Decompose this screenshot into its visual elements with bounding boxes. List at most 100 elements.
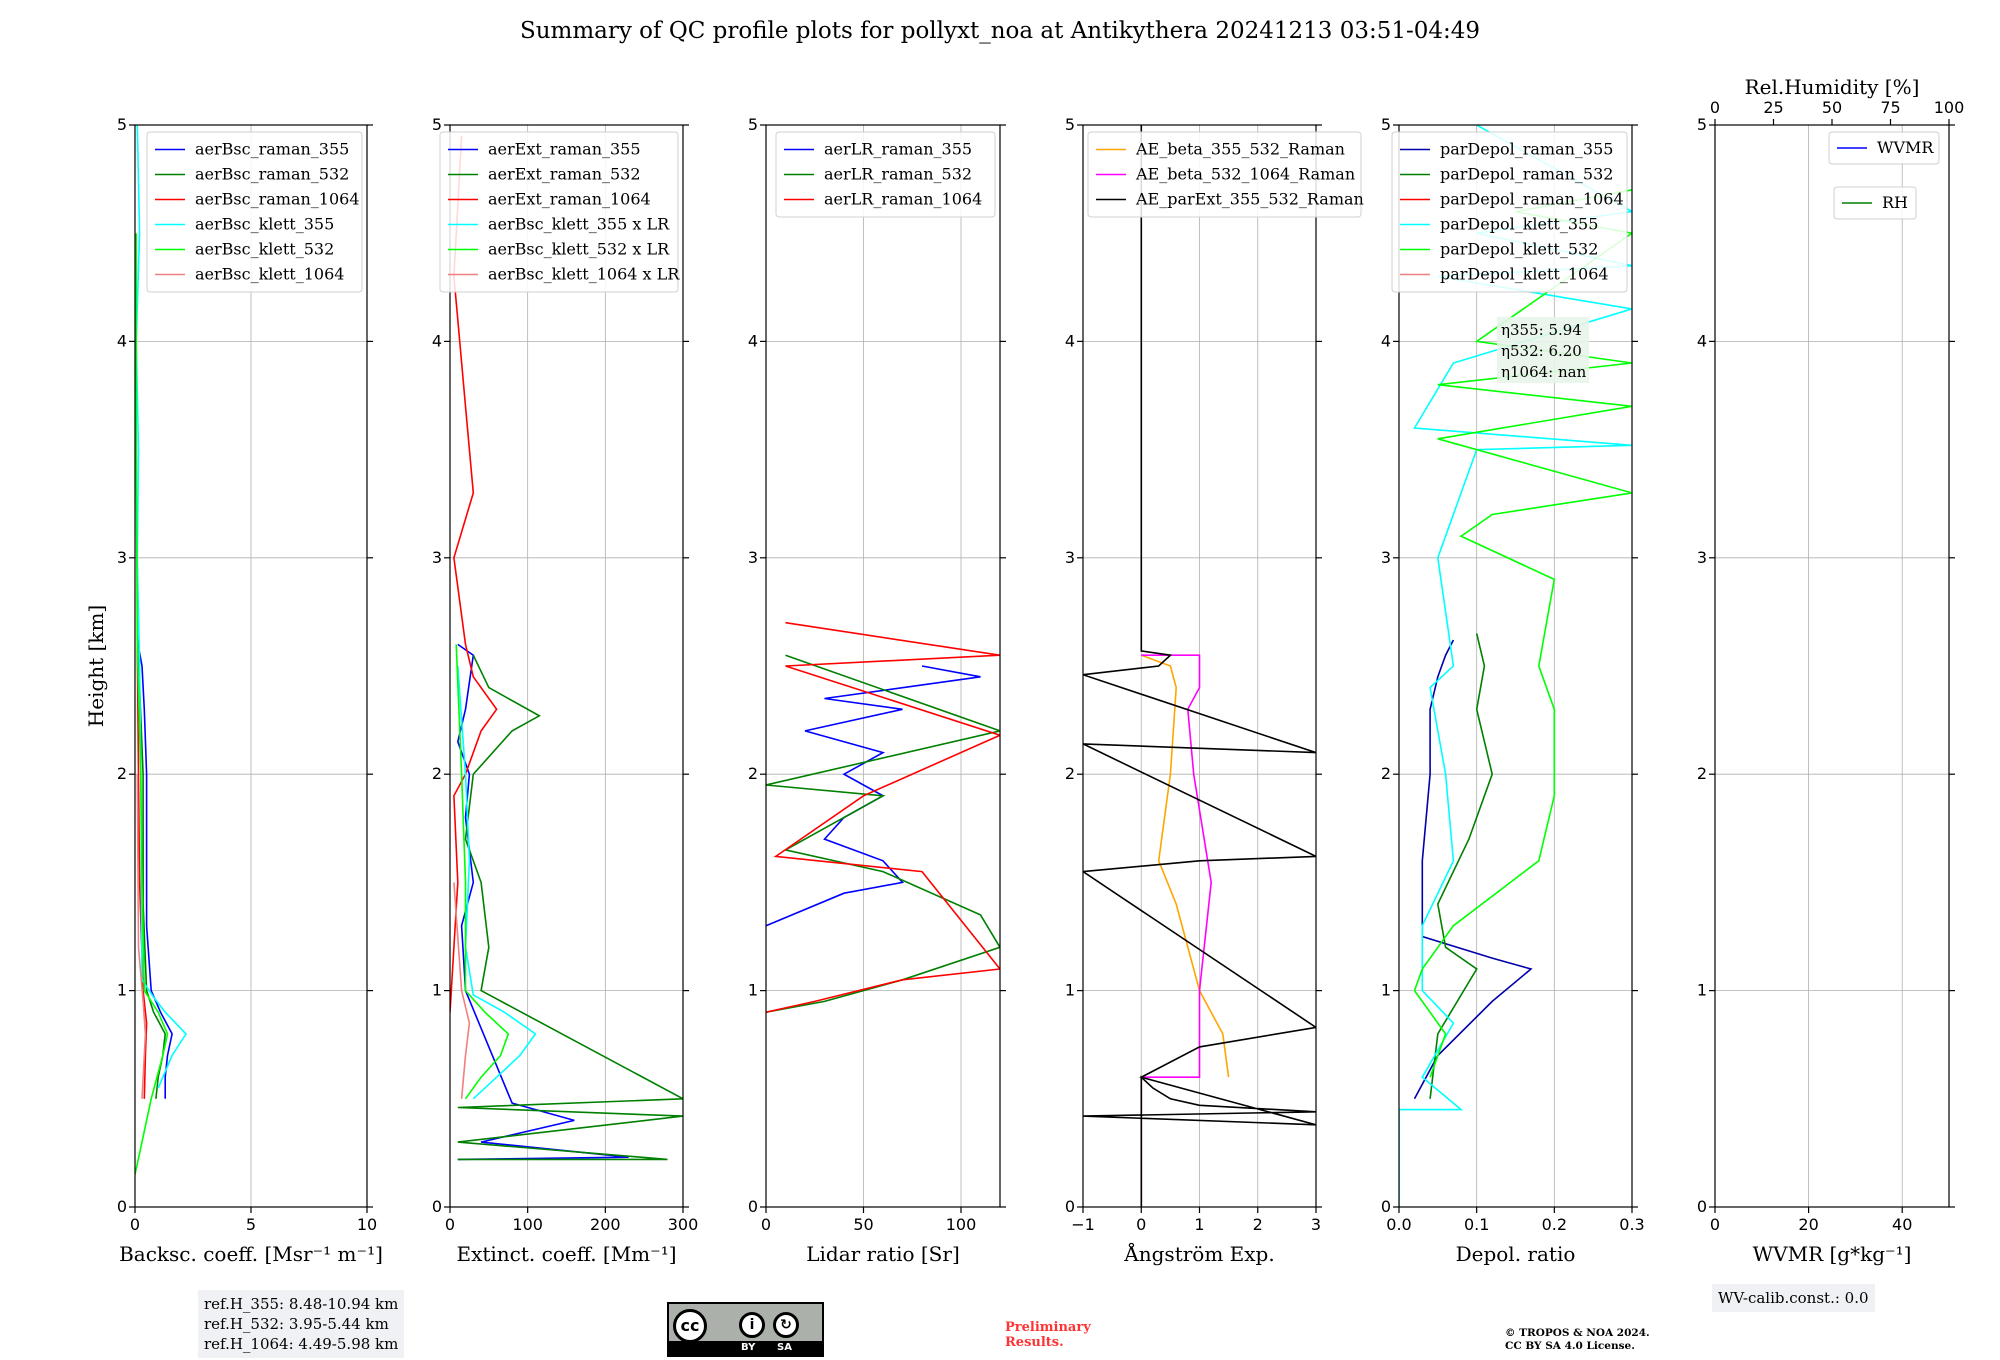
- y-tick-label: 5: [1697, 115, 1707, 134]
- x-tick-label: 0.0: [1386, 1215, 1411, 1234]
- y-tick-label: 0: [1697, 1197, 1707, 1216]
- y-tick-label: 1: [1697, 981, 1707, 1000]
- x-tick-label: 10: [357, 1215, 377, 1234]
- y-tick-label: 1: [117, 981, 127, 1000]
- y-tick-label: 4: [117, 331, 127, 350]
- y-tick-label: 5: [748, 115, 758, 134]
- legend-box: [1833, 186, 1917, 220]
- series-line: [1413, 639, 1533, 1100]
- x-tick-label: 300: [668, 1215, 699, 1234]
- plot-frame: [765, 124, 1001, 1208]
- legend: AE_beta_355_532_Raman AE_beta_532_1064_Ra…: [1087, 131, 1364, 218]
- legend-label: WVMR: [1877, 138, 1934, 157]
- y-tick-label: 0: [117, 1197, 127, 1216]
- panel-5: 0.0 0.1 0.2 0.3 0 1 2 3 4 5 Depol. ratio parDepol_r…: [1381, 115, 1645, 1266]
- legend-label: RH: [1882, 193, 1908, 212]
- cc-logo-icon: cc: [673, 1309, 707, 1343]
- y-tick-label: 5: [1381, 115, 1391, 134]
- x-axis-label: WVMR [g*kg⁻¹]: [1753, 1242, 1912, 1266]
- copyright-line-1: © TROPOS & NOA 2024.: [1505, 1327, 1650, 1339]
- y-tick-label: 3: [1381, 548, 1391, 567]
- series-line: [766, 654, 1000, 1013]
- legend-box: [1391, 131, 1628, 293]
- y-tick-label: 2: [1065, 764, 1075, 783]
- panel-1: 0 5 10 0 1 2 3 4 5 Backsc. coeff. [Msr⁻¹ m⁻¹] aerB…: [117, 115, 383, 1266]
- attribution-icon: i: [739, 1312, 765, 1338]
- x-tick-label: 0.1: [1464, 1215, 1489, 1234]
- legend-label: aerExt_raman_355: [488, 140, 641, 159]
- top-x-tick-label: 0: [1710, 98, 1720, 117]
- preliminary-results-note: Preliminary Results.: [1005, 1320, 1091, 1350]
- x-axis-label: Depol. ratio: [1456, 1242, 1576, 1266]
- legend: aerBsc_raman_355 aerBsc_raman_532 aerBsc_r…: [146, 131, 363, 293]
- x-tick-label: 20: [1798, 1215, 1818, 1234]
- reference-heights-box: ref.H_355: 8.48-10.94 km ref.H_532: 3.95…: [198, 1290, 405, 1358]
- y-tick-label: 5: [1065, 115, 1075, 134]
- legend-label: parDepol_klett_1064: [1440, 265, 1609, 284]
- legend-label: aerBsc_raman_1064: [195, 190, 360, 209]
- license-badge-bar: [669, 1341, 822, 1355]
- series-line: [455, 644, 510, 1100]
- y-tick-label: 3: [432, 548, 442, 567]
- series-line: [136, 644, 148, 1099]
- legend-label: aerBsc_klett_532 x LR: [488, 240, 670, 259]
- series-line: [136, 774, 147, 1099]
- panel-3: 0 50 100 0 1 2 3 4 5 Lidar ratio [Sr] aerLR_raman_…: [748, 115, 1006, 1266]
- x-tick-label: 0: [1710, 1215, 1720, 1234]
- ref-height-355: ref.H_355: 8.48-10.94 km: [204, 1295, 399, 1313]
- x-axis-label: Lidar ratio [Sr]: [806, 1242, 960, 1266]
- y-tick-label: 1: [432, 981, 442, 1000]
- annotation-text: η1064: nan: [1501, 363, 1587, 381]
- y-tick-label: 2: [117, 764, 127, 783]
- preliminary-line-2: Results.: [1005, 1335, 1064, 1350]
- x-tick-label: 0: [445, 1215, 455, 1234]
- y-tick-label: 4: [1697, 331, 1707, 350]
- y-tick-label: 2: [432, 764, 442, 783]
- ref-height-1064: ref.H_1064: 4.49-5.98 km: [204, 1335, 399, 1353]
- legend-box: [1828, 131, 1940, 165]
- y-tick-label: 3: [1697, 548, 1707, 567]
- annotation-text: η355: 5.94: [1501, 321, 1582, 339]
- series-line: [1083, 125, 1316, 1207]
- plot-frame: [1714, 124, 1950, 1208]
- license-sa-label: SA: [777, 1342, 792, 1353]
- x-tick-label: 1: [1194, 1215, 1204, 1234]
- share-alike-icon: ↻: [773, 1312, 799, 1338]
- x-tick-label: 50: [853, 1215, 873, 1234]
- series-line: [766, 621, 1000, 1013]
- series-line: [453, 882, 471, 1099]
- legend-label: aerExt_raman_532: [488, 165, 641, 184]
- x-tick-label: 100: [512, 1215, 543, 1234]
- y-axis-label: Height [km]: [84, 605, 108, 727]
- legend-label: aerBsc_klett_355 x LR: [488, 215, 670, 234]
- panel-6: 0 20 40 0 1 2 3 4 5 WVMR [g*kg⁻¹] 0 25 50 75 100 Rel.Hu…: [1697, 75, 1964, 1266]
- annotation-box: [1497, 317, 1589, 383]
- preliminary-line-1: Preliminary: [1005, 1320, 1091, 1335]
- legend-label: aerLR_raman_532: [824, 165, 972, 184]
- y-tick-label: 2: [1697, 764, 1707, 783]
- x-tick-label: 2: [1253, 1215, 1263, 1234]
- y-tick-label: 4: [432, 331, 442, 350]
- legend-box: [775, 131, 996, 218]
- x-tick-label: 0: [761, 1215, 771, 1234]
- legend-label: aerBsc_klett_1064: [195, 265, 344, 284]
- wv-calibration-box: WV-calib.const.: 0.0: [1712, 1284, 1875, 1312]
- annotation-text: η532: 6.20: [1501, 342, 1582, 360]
- y-tick-label: 0: [1065, 1197, 1075, 1216]
- cc-license-badge: cc i ↻ BY SA: [667, 1302, 824, 1357]
- series-line: [1429, 633, 1494, 1099]
- figure-title: Summary of QC profile plots for pollyxt_…: [519, 18, 1481, 44]
- legend-label: parDepol_raman_355: [1440, 140, 1613, 159]
- y-tick-label: 5: [432, 115, 442, 134]
- legend-label: aerBsc_klett_532: [195, 240, 334, 259]
- top-x-tick-label: 50: [1822, 98, 1842, 117]
- y-tick-label: 3: [117, 548, 127, 567]
- y-tick-label: 1: [1065, 981, 1075, 1000]
- y-tick-label: 0: [432, 1197, 442, 1216]
- legend-box: [146, 131, 363, 293]
- legend-label: aerBsc_klett_355: [195, 215, 334, 234]
- legend: WVMR RH: [1828, 131, 1940, 220]
- x-tick-label: −1: [1071, 1215, 1095, 1234]
